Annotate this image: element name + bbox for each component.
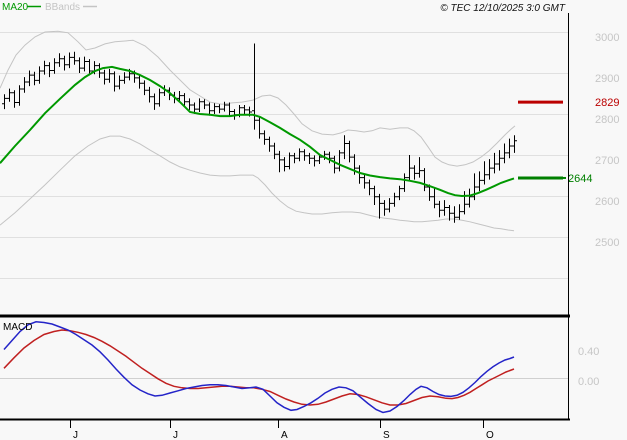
legend-ma20-label: MA20 [2,2,29,13]
price-axis-tick-label: 2500 [595,237,619,249]
ma20-line-layer [0,65,515,198]
x-axis-month-label: O [486,430,494,440]
x-axis-month-label: S [383,430,390,440]
macd-axis-tick-label: 0.00 [578,376,599,388]
x-axis-month-label: J [173,430,178,440]
level-label-2644: 2644 [568,173,592,185]
macd-series-macd [3,321,515,414]
price-axis-tick-label: 3000 [595,32,619,44]
ohlc-bars-layer [2,43,517,223]
gridlines-layer [0,32,568,379]
macd-axis-tick-label: 0.40 [578,346,599,358]
macd-lines-layer [3,321,515,414]
bb-upper-line [0,30,516,167]
panel-separator [0,314,570,318]
macd-panel-label: MACD [3,322,32,333]
bollinger-bands-layer [0,30,516,232]
ma20-line [0,65,515,198]
price-axis-tick-label: 2600 [595,196,619,208]
macd-series-signal [3,329,515,406]
legend-bbands-label: BBands [45,2,80,13]
bb-lower-line [0,135,515,232]
copyright-date-stamp: © TEC 12/10/2025 3:0 GMT [440,3,566,14]
level-label-2829: 2829 [595,97,619,109]
axis-labels-layer: 3000 2900 2800 2700 2600 2500 2829 2644 0.40 0.00… [70,32,619,440]
x-axis-month-label: A [281,430,288,440]
price-axis-tick-label: 2700 [595,155,619,167]
price-axis-tick-label: 2800 [595,114,619,126]
x-axis-line [0,418,570,421]
ohlc-bars [2,43,517,223]
price-axis-tick-label: 2900 [595,73,619,85]
x-axis-month-label: J [73,430,78,440]
price-levels-layer [518,100,566,180]
